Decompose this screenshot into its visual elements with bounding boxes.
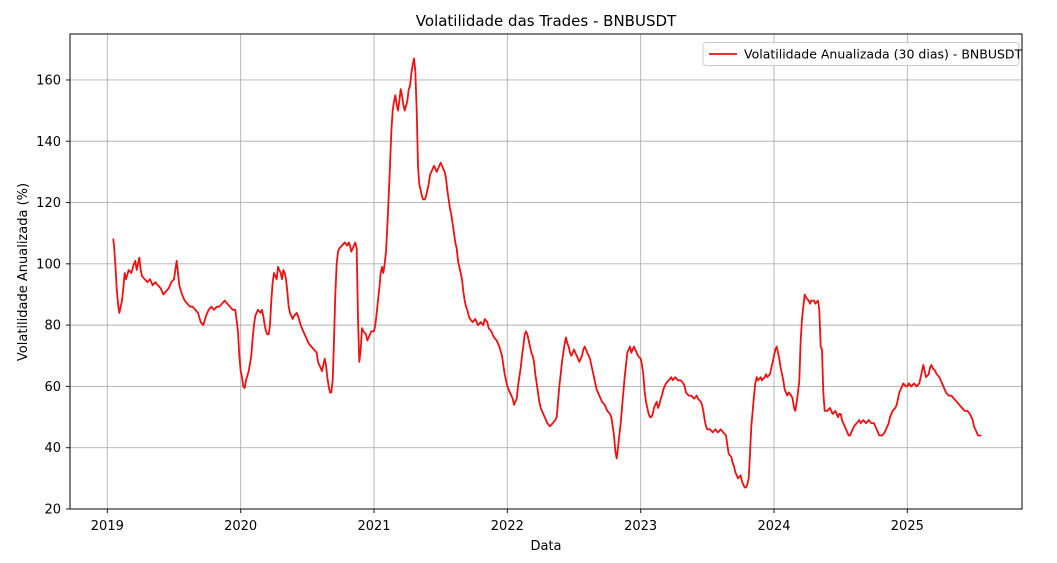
- y-tick-label: 80: [44, 319, 61, 334]
- series-layer: [112, 57, 982, 489]
- axes-spines: [69, 33, 1023, 510]
- x-tick-label: 2024: [757, 519, 790, 534]
- y-tick-label: 40: [44, 441, 61, 456]
- x-tick-label: 2025: [891, 519, 924, 534]
- legend: Volatilidade Anualizada (30 dias) - BNBU…: [702, 42, 1023, 66]
- x-tick-label: 2019: [91, 519, 124, 534]
- volatility-series-line: [112, 57, 982, 489]
- y-axis-label: Volatilidade Anualizada (%): [16, 183, 31, 361]
- y-tick-label: 140: [36, 135, 61, 150]
- x-tick-label: 2023: [624, 519, 657, 534]
- x-tick-label: 2020: [224, 519, 257, 534]
- x-tick-label: 2022: [491, 519, 524, 534]
- y-tick-label: 20: [44, 503, 61, 518]
- y-tick-label: 160: [36, 73, 61, 88]
- legend-box: [702, 42, 1020, 66]
- legend-label: Volatilidade Anualizada (30 dias) - BNBU…: [744, 46, 1023, 61]
- x-tick-label: 2021: [357, 519, 390, 534]
- grid-lines: [70, 34, 1022, 510]
- y-tick-label: 60: [44, 380, 61, 395]
- y-tick-label: 120: [36, 196, 61, 211]
- x-axis-label: Data: [530, 539, 561, 554]
- chart-title: Volatilidade das Trades - BNBUSDT: [416, 12, 677, 30]
- y-tick-label: 100: [36, 257, 61, 272]
- axis-ticks: 2019 2020 2021 2022 2023 2024 2025 20 40 60 80 100 1…: [36, 73, 924, 534]
